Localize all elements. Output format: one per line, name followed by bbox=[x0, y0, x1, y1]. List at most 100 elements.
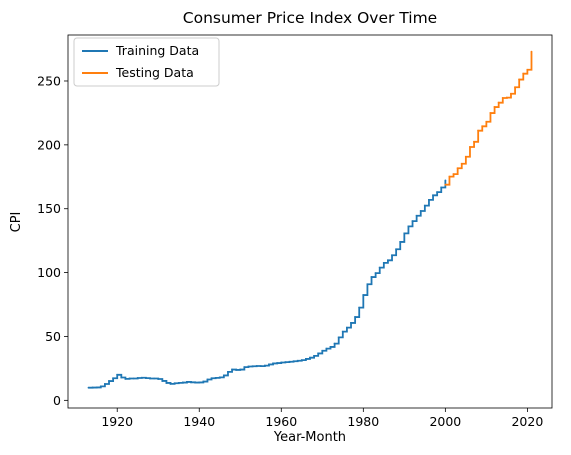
data-point-training-data bbox=[333, 342, 336, 345]
data-point-training-data bbox=[444, 179, 447, 182]
data-point-training-data bbox=[190, 381, 192, 384]
data-point-training-data bbox=[272, 362, 274, 365]
data-point-training-data bbox=[112, 377, 115, 380]
data-point-testing-data bbox=[452, 173, 455, 176]
series-line-testing-data bbox=[445, 51, 533, 186]
data-point-training-data bbox=[235, 369, 238, 371]
data-point-training-data bbox=[91, 386, 94, 389]
y-tick-label: 100 bbox=[37, 265, 61, 280]
data-point-testing-data bbox=[505, 96, 508, 99]
data-point-testing-data bbox=[460, 162, 463, 165]
data-point-training-data bbox=[186, 381, 188, 383]
data-point-testing-data bbox=[510, 92, 512, 95]
data-point-training-data bbox=[358, 306, 361, 309]
data-point-training-data bbox=[432, 194, 434, 197]
data-point-training-data bbox=[206, 378, 209, 381]
data-point-training-data bbox=[247, 365, 250, 368]
data-point-training-data bbox=[436, 191, 439, 194]
data-point-training-data bbox=[145, 377, 147, 380]
data-point-training-data bbox=[194, 381, 197, 384]
data-point-training-data bbox=[362, 294, 365, 296]
data-point-testing-data bbox=[501, 97, 504, 99]
data-point-training-data bbox=[440, 186, 443, 189]
data-point-training-data bbox=[280, 361, 283, 364]
data-point-training-data bbox=[341, 330, 344, 333]
data-point-training-data bbox=[337, 336, 340, 339]
data-point-testing-data bbox=[530, 50, 533, 53]
data-point-training-data bbox=[329, 346, 332, 348]
data-point-training-data bbox=[305, 358, 307, 360]
y-axis-label: CPI bbox=[9, 212, 24, 233]
data-point-testing-data bbox=[514, 86, 516, 89]
data-point-training-data bbox=[222, 374, 225, 377]
data-point-training-data bbox=[423, 204, 426, 207]
data-point-training-data bbox=[419, 210, 422, 212]
data-point-training-data bbox=[227, 370, 229, 373]
data-point-training-data bbox=[128, 377, 131, 380]
data-point-training-data bbox=[169, 382, 172, 385]
data-point-training-data bbox=[428, 199, 430, 201]
data-point-training-data bbox=[374, 272, 377, 275]
data-point-testing-data bbox=[493, 106, 496, 108]
data-point-testing-data bbox=[481, 125, 484, 128]
data-point-testing-data bbox=[464, 155, 467, 158]
data-point-testing-data bbox=[477, 129, 480, 132]
y-tick-label: 250 bbox=[37, 73, 61, 88]
legend: Training Data Testing Data bbox=[73, 37, 220, 87]
data-point-training-data bbox=[370, 276, 373, 278]
data-point-training-data bbox=[153, 377, 156, 380]
data-point-training-data bbox=[382, 261, 385, 264]
data-point-training-data bbox=[214, 376, 217, 379]
data-point-testing-data bbox=[526, 68, 529, 71]
data-point-testing-data bbox=[522, 72, 525, 75]
data-point-training-data bbox=[116, 373, 119, 376]
data-point-training-data bbox=[296, 359, 299, 362]
plot-frame bbox=[67, 34, 553, 409]
data-point-training-data bbox=[140, 376, 143, 379]
data-point-training-data bbox=[268, 363, 270, 366]
data-point-training-data bbox=[325, 347, 328, 350]
data-point-training-data bbox=[87, 386, 90, 389]
data-point-training-data bbox=[300, 359, 303, 361]
data-point-training-data bbox=[403, 232, 406, 235]
data-point-testing-data bbox=[489, 112, 492, 114]
data-point-training-data bbox=[321, 349, 324, 352]
legend-label-testing: Testing Data bbox=[115, 65, 194, 80]
data-point-training-data bbox=[210, 377, 213, 380]
chart-title: Consumer Price Index Over Time bbox=[183, 9, 437, 27]
data-point-training-data bbox=[259, 365, 262, 367]
x-tick-label: 1940 bbox=[183, 414, 215, 429]
data-point-training-data bbox=[317, 352, 320, 355]
data-point-testing-data bbox=[485, 120, 488, 123]
data-point-training-data bbox=[378, 266, 381, 269]
data-point-training-data bbox=[263, 364, 266, 367]
x-tick-label: 1960 bbox=[265, 414, 297, 429]
x-tick-label: 1920 bbox=[101, 414, 133, 429]
data-point-testing-data bbox=[518, 78, 521, 81]
data-point-testing-data bbox=[448, 175, 451, 178]
y-tick-label: 50 bbox=[45, 329, 61, 344]
data-point-training-data bbox=[161, 380, 164, 382]
data-point-training-data bbox=[99, 385, 102, 388]
data-point-training-data bbox=[251, 365, 254, 368]
data-point-training-data bbox=[95, 386, 98, 389]
x-axis-label: Year-Month bbox=[273, 430, 346, 445]
data-point-training-data bbox=[354, 316, 357, 318]
data-point-testing-data bbox=[456, 167, 459, 170]
data-point-training-data bbox=[288, 360, 291, 363]
data-point-training-data bbox=[411, 220, 414, 223]
data-point-training-data bbox=[202, 380, 205, 383]
data-point-training-data bbox=[255, 365, 258, 367]
data-point-training-data bbox=[239, 368, 242, 371]
data-point-training-data bbox=[165, 382, 168, 384]
data-point-training-data bbox=[346, 326, 348, 329]
data-point-training-data bbox=[415, 214, 418, 217]
data-point-training-data bbox=[120, 376, 123, 379]
data-point-training-data bbox=[399, 241, 402, 243]
x-tick-label: 2020 bbox=[511, 414, 543, 429]
x-tick-label: 1980 bbox=[347, 414, 379, 429]
data-point-training-data bbox=[198, 381, 201, 384]
y-tick-label: 0 bbox=[53, 393, 61, 408]
data-point-training-data bbox=[104, 383, 106, 385]
legend-label-training: Training Data bbox=[115, 43, 199, 58]
